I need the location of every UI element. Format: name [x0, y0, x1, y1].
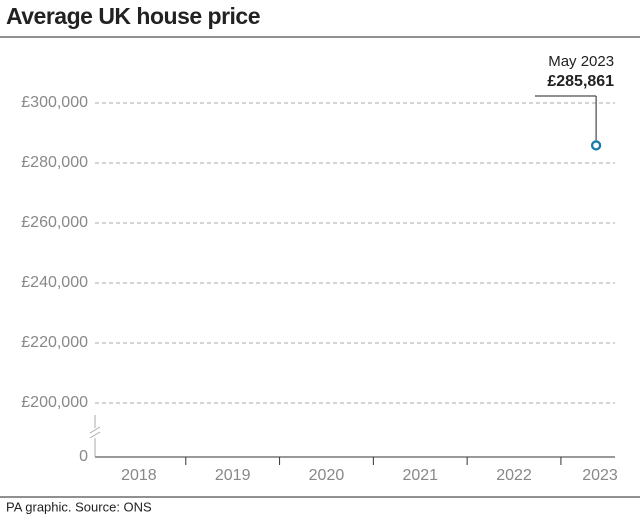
x-tick-label: 2023	[582, 467, 618, 484]
y-tick-label: £200,000	[21, 394, 88, 411]
x-tick-label: 2018	[121, 467, 157, 484]
source: PA graphic. Source: ONS	[6, 499, 152, 514]
value-label: £285,861	[547, 73, 614, 90]
end-marker	[590, 140, 602, 151]
x-tick-label: 2021	[402, 467, 438, 484]
x-tick-label: 2020	[309, 467, 345, 484]
x-tick-label: 2022	[496, 467, 532, 484]
y-tick-label: £280,000	[21, 154, 88, 171]
x-tick-label: 2019	[215, 467, 251, 484]
y-tick-label: £240,000	[21, 274, 88, 291]
y-tick-label: £260,000	[21, 214, 88, 231]
axis-break	[89, 426, 101, 439]
annotation: May 2023	[548, 53, 614, 70]
y-tick-label: £220,000	[21, 334, 88, 351]
y-tick-label: 0	[79, 448, 88, 465]
chart-title: Average UK house price	[6, 3, 260, 29]
y-tick-label: £300,000	[21, 94, 88, 111]
